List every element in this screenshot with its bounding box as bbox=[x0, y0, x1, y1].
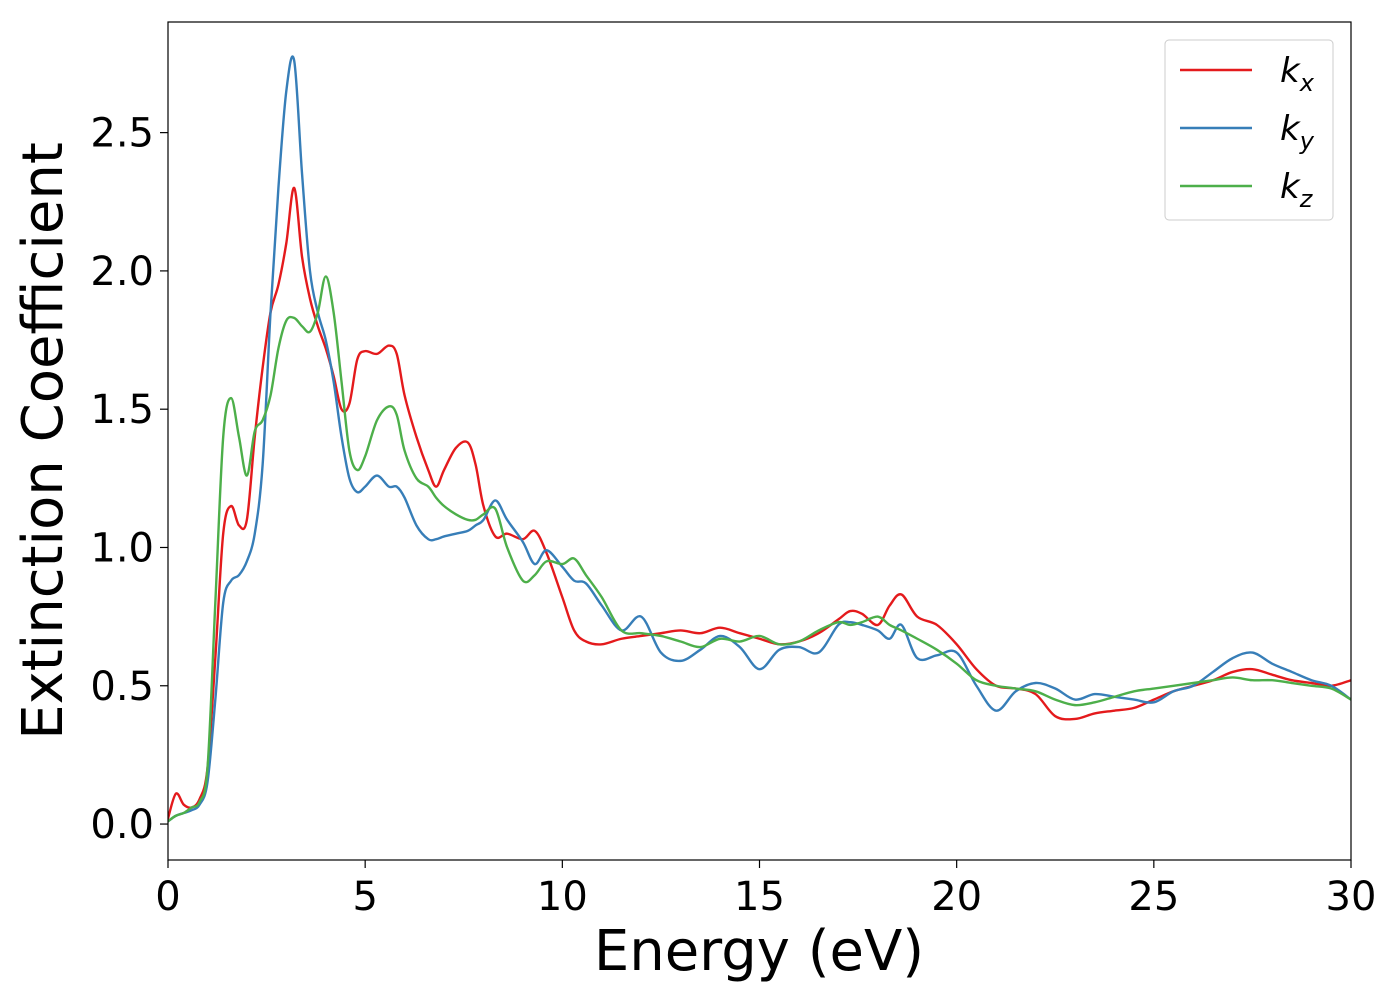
series-line-ky bbox=[168, 55, 1351, 823]
legend-label-kz: kz bbox=[1280, 167, 1314, 213]
y-tick-label: 2.0 bbox=[90, 249, 154, 295]
y-axis-title: Extinction Coefficient bbox=[11, 142, 76, 740]
series-line-kz bbox=[168, 275, 1351, 823]
x-tick-label: 5 bbox=[352, 874, 377, 920]
y-tick-label: 2.5 bbox=[90, 111, 154, 157]
y-tick-label: 0.5 bbox=[90, 664, 154, 710]
y-tick-label: 1.0 bbox=[90, 525, 154, 571]
y-tick-label: 0.0 bbox=[90, 802, 154, 848]
x-tick-label: 30 bbox=[1326, 874, 1377, 920]
series-line-kx bbox=[168, 186, 1351, 820]
x-tick-label: 0 bbox=[155, 874, 180, 920]
legend-items: kx ky kz bbox=[1180, 51, 1315, 213]
x-axis-title: Energy (eV) bbox=[594, 919, 924, 984]
x-tick-label: 15 bbox=[734, 874, 785, 920]
x-tick-label: 10 bbox=[537, 874, 588, 920]
legend-label-kx: kx bbox=[1280, 51, 1315, 97]
y-tick-label: 1.5 bbox=[90, 387, 154, 433]
legend-box bbox=[1164, 39, 1334, 221]
ticks-layer: 0 5 10 15 20 25 30 0.0 0.5 1.0 1.5 2.0 2.5 bbox=[90, 111, 1376, 920]
x-tick-label: 25 bbox=[1128, 874, 1179, 920]
legend-label-ky: ky bbox=[1280, 109, 1315, 155]
legend: kx ky kz bbox=[1164, 39, 1334, 221]
x-tick-label: 20 bbox=[931, 874, 982, 920]
series-layer bbox=[168, 55, 1351, 823]
